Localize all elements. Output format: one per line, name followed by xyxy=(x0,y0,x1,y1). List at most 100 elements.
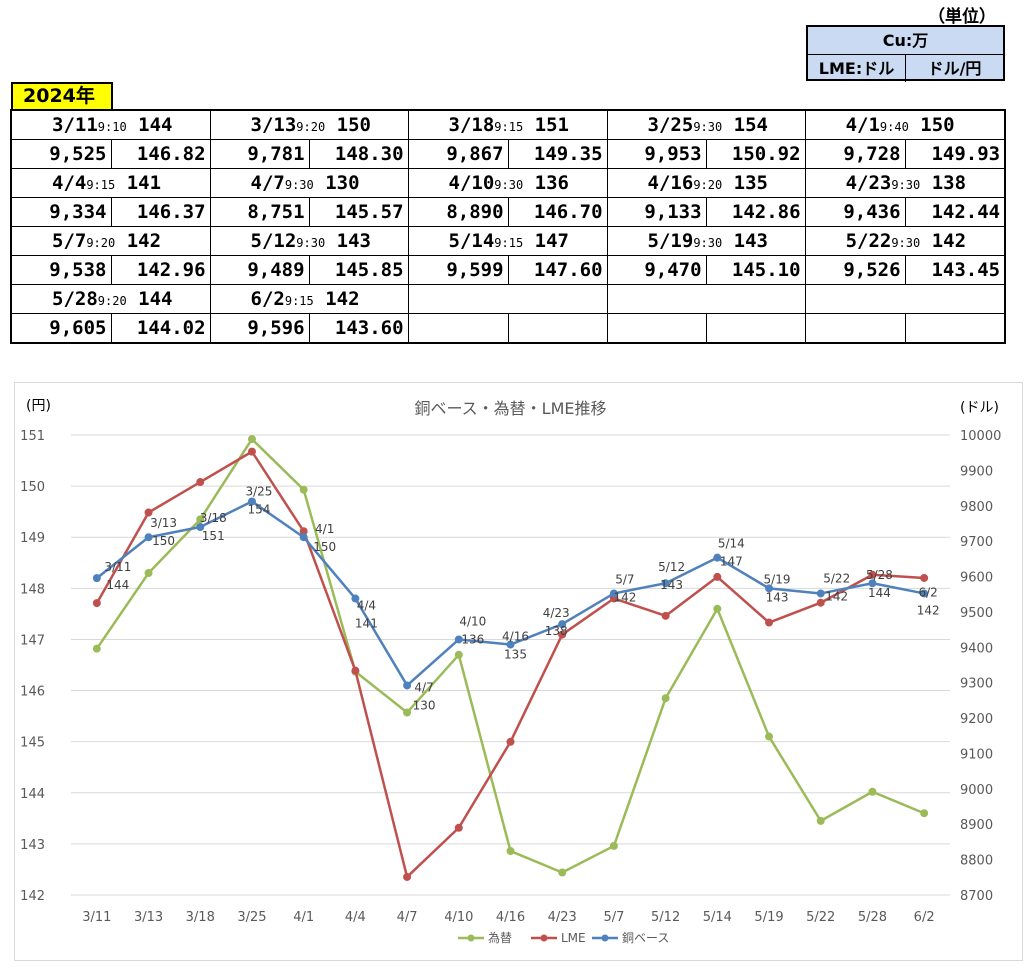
cu-price: 142 xyxy=(126,230,162,252)
cu-price: 136 xyxy=(534,172,569,194)
data-point xyxy=(506,737,515,746)
cu-price: 154 xyxy=(733,114,768,136)
cu-price: 143 xyxy=(733,230,768,252)
lme-value: 9,526 xyxy=(804,255,906,285)
price-table: 3/119:10 144 3/139:20 150 3/189:15 151 3/25… xyxy=(10,109,1007,344)
data-point xyxy=(765,618,774,627)
data-label-value: 144 xyxy=(106,578,129,592)
data-point xyxy=(299,485,308,494)
lme-value: 9,436 xyxy=(804,197,906,227)
chart-frame xyxy=(14,382,1023,961)
cu-price: 150 xyxy=(336,114,371,136)
lme-value: 8,890 xyxy=(407,197,509,227)
time-text: 9:15 xyxy=(494,120,524,134)
left-tick-label: 151 xyxy=(20,429,45,444)
date-text: 4/4 xyxy=(52,172,87,194)
data-point xyxy=(92,599,101,608)
year-label: 2024年 xyxy=(11,82,113,109)
data-point xyxy=(144,569,153,577)
cu-price: 130 xyxy=(325,172,360,194)
date-text: 5/19 xyxy=(647,230,694,252)
cell-date-cu: 3/259:30 154 xyxy=(606,109,806,140)
data-label-date: 5/12 xyxy=(658,560,685,574)
unit-cu: Cu:万 xyxy=(808,27,1003,55)
data-point xyxy=(558,630,567,639)
data-point xyxy=(609,841,618,850)
data-point xyxy=(920,573,929,582)
legend-label: LME xyxy=(561,931,586,945)
data-point xyxy=(609,589,618,598)
fx-value: 145.57 xyxy=(308,197,409,227)
data-point xyxy=(299,533,308,542)
left-tick-label: 142 xyxy=(20,889,45,904)
time-text: 9:30 xyxy=(693,236,723,250)
cu-price: 150 xyxy=(920,114,955,136)
date-text: 5/7 xyxy=(52,230,87,252)
left-tick-label: 147 xyxy=(20,633,45,648)
lme-value: 9,489 xyxy=(209,255,310,285)
right-tick-label: 9900 xyxy=(960,464,993,479)
right-tick-label: 10000 xyxy=(960,429,1001,444)
legend-marker xyxy=(540,934,548,942)
cell-date-cu: 5/149:15 147 xyxy=(407,226,608,256)
data-label-date: 3/13 xyxy=(150,516,177,530)
data-label-value: 143 xyxy=(660,578,683,592)
data-label-date: 5/28 xyxy=(866,568,893,582)
x-tick-label: 4/7 xyxy=(397,910,418,925)
left-tick-label: 150 xyxy=(20,480,45,495)
data-point xyxy=(765,732,774,741)
unit-legend-box: Cu:万 LME:ドル ドル/円 xyxy=(806,25,1005,82)
fx-value: 142.96 xyxy=(110,255,211,285)
x-tick-label: 5/28 xyxy=(858,910,887,925)
empty-cell xyxy=(606,313,707,344)
cell-date-cu: 5/199:30 143 xyxy=(606,226,806,256)
data-point xyxy=(247,497,256,506)
cell-date-cu: 5/289:20 144 xyxy=(10,284,211,314)
data-point xyxy=(403,872,412,881)
data-label-value: 136 xyxy=(461,632,484,646)
data-point xyxy=(765,584,774,593)
left-axis-unit: (円) xyxy=(26,398,51,414)
data-point xyxy=(920,589,929,598)
lme-value: 9,599 xyxy=(407,255,509,285)
data-point xyxy=(196,523,205,531)
cu-price: 142 xyxy=(325,288,360,310)
x-tick-label: 4/1 xyxy=(293,910,314,925)
right-tick-label: 9100 xyxy=(960,747,993,762)
data-point xyxy=(247,447,256,456)
time-text: 9:40 xyxy=(879,120,909,134)
table-row-values: 9,525 146.82 9,781 148.30 9,867 149.35 9,953 15… xyxy=(10,139,1006,169)
lme-value: 9,728 xyxy=(804,139,906,169)
data-label-value: 141 xyxy=(355,617,378,631)
data-point xyxy=(713,553,722,562)
data-point xyxy=(816,816,825,825)
data-point xyxy=(713,572,722,581)
data-point xyxy=(868,787,877,796)
empty-cell xyxy=(507,313,608,344)
data-label-date: 5/22 xyxy=(823,571,850,585)
time-text: 9:20 xyxy=(296,120,326,134)
left-tick-label: 143 xyxy=(20,838,45,853)
cell-date-cu: 4/19:40 150 xyxy=(804,109,1006,140)
x-tick-label: 3/13 xyxy=(134,910,163,925)
data-point xyxy=(868,570,877,579)
time-text: 9:30 xyxy=(494,178,524,192)
date-text: 5/14 xyxy=(448,230,495,252)
fx-value: 142.44 xyxy=(904,197,1006,227)
data-label-value: 142 xyxy=(613,590,636,604)
right-tick-label: 8900 xyxy=(960,818,993,833)
x-tick-label: 5/12 xyxy=(651,910,680,925)
data-label-date: 4/4 xyxy=(357,599,376,613)
cu-price: 144 xyxy=(138,288,173,310)
data-point xyxy=(144,533,153,542)
left-tick-label: 146 xyxy=(20,685,45,700)
time-text: 9:20 xyxy=(86,236,116,250)
lme-value: 8,751 xyxy=(209,197,310,227)
table-row-values: 9,334 146.37 8,751 145.57 8,890 146.70 9,133 14… xyxy=(10,197,1006,227)
date-text: 5/12 xyxy=(250,230,297,252)
lme-value: 9,605 xyxy=(10,313,112,344)
date-text: 3/11 xyxy=(52,114,98,136)
data-point xyxy=(92,574,101,583)
data-point xyxy=(403,708,412,717)
date-text: 6/2 xyxy=(250,288,285,310)
